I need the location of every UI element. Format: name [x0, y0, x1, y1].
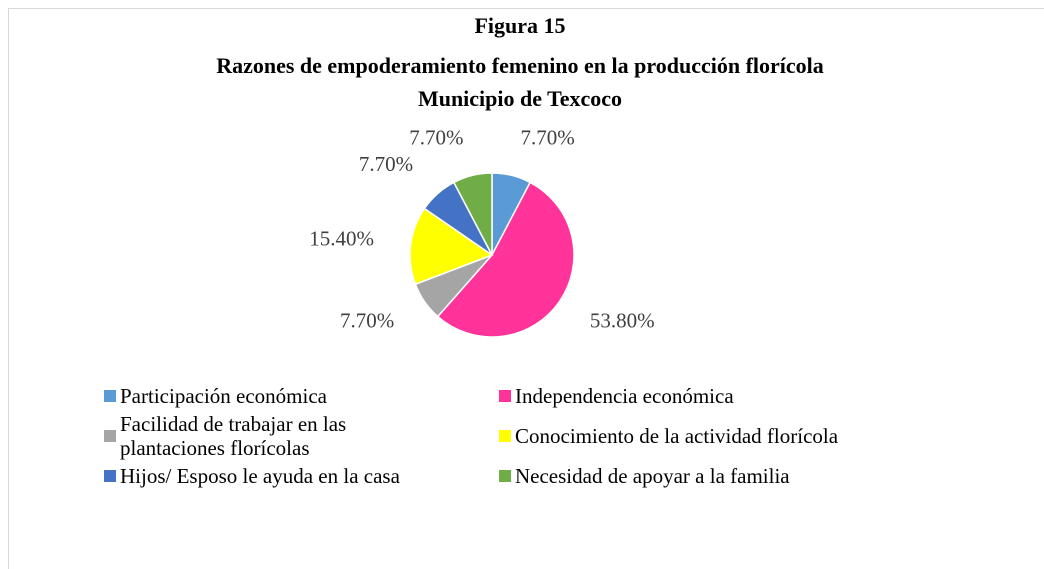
- legend-item: Conocimiento de la actividad florícola: [499, 412, 939, 460]
- legend-label: Participación económica: [120, 384, 327, 408]
- data-label: 53.80%: [590, 308, 655, 332]
- data-label: 15.40%: [309, 227, 374, 251]
- legend: Participación económica Independencia eco…: [104, 384, 964, 488]
- legend-label: Hijos/ Esposo le ayuda en la casa: [120, 464, 400, 488]
- pie-slice: [436, 181, 575, 338]
- legend-swatch: [499, 470, 511, 482]
- chart-frame: [8, 8, 1044, 569]
- chart-subtitle: Municipio de Texcoco: [418, 86, 622, 111]
- chart-title: Figura 15: [474, 13, 565, 38]
- legend-swatch: [104, 390, 116, 402]
- pie-slice: [409, 207, 494, 286]
- legend-item: Necesidad de apoyar a la familia: [499, 464, 939, 488]
- legend-item: Participación económica: [104, 384, 499, 408]
- legend-swatch: [499, 390, 511, 402]
- data-label: 7.70%: [340, 309, 394, 333]
- legend-swatch: [104, 470, 116, 482]
- legend-swatch: [104, 430, 116, 442]
- data-label: 7.70%: [359, 152, 413, 176]
- chart-subtitle: Razones de empoderamiento femenino en la…: [216, 53, 824, 78]
- legend-item: Independencia económica: [499, 384, 939, 408]
- legend-label: Conocimiento de la actividad florícola: [515, 424, 839, 448]
- legend-label: Necesidad de apoyar a la familia: [515, 464, 790, 488]
- legend-item: Hijos/ Esposo le ayuda en la casa: [104, 464, 499, 488]
- legend-swatch: [499, 430, 511, 442]
- legend-item: Facilidad de trabajar en las plantacione…: [104, 412, 499, 460]
- pie-slice: [452, 172, 493, 256]
- legend-label: Facilidad de trabajar en las plantacione…: [120, 412, 347, 460]
- legend-label: Independencia económica: [515, 384, 734, 408]
- data-label: 7.70%: [409, 125, 463, 149]
- data-label: 7.70%: [520, 125, 574, 149]
